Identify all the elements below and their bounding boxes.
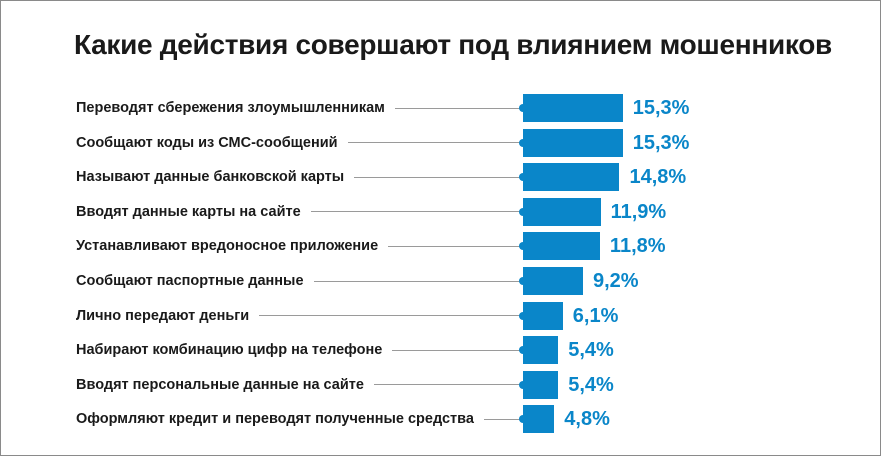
value-label: 5,4%: [568, 339, 614, 362]
bar: [523, 197, 601, 226]
leader-line: [259, 315, 523, 317]
category-label: Называют данные банковской карты: [76, 169, 345, 186]
leader-line: [388, 245, 523, 247]
bar: [523, 94, 623, 122]
category-label: Переводят сбережения злоумышленникам: [76, 100, 385, 116]
bar-row: Набирают комбинацию цифр на телефоне 5,4%: [1, 333, 881, 367]
category-label: Сообщают коды из СМС-сообщений: [76, 134, 338, 151]
value-label: 4,8%: [564, 408, 610, 431]
leader-line: [311, 211, 523, 213]
category-label: Вводят данные карты на сайте: [76, 203, 301, 220]
value-label: 15,3%: [632, 97, 690, 119]
leader-line: [374, 384, 523, 386]
bar-row: Переводят сбережения злоумышленникам 15,3…: [1, 91, 881, 125]
value-label: 14,8%: [629, 166, 687, 189]
bar-row: Устанавливают вредоносное приложение 11,8…: [1, 229, 881, 263]
leader-line: [484, 418, 523, 420]
chart-title: Какие действия совершают под влиянием мо…: [74, 29, 832, 60]
bar: [523, 336, 559, 365]
value-label: 6,1%: [572, 304, 619, 327]
category-label: Оформляют кредит и переводят полученные …: [76, 411, 474, 428]
value-label: 15,3%: [632, 131, 690, 154]
bar-row: Называют данные банковской карты 14,8%: [1, 160, 881, 194]
bar-row: Сообщают паспортные данные 9,2%: [1, 264, 881, 298]
bar-row: Вводят данные карты на сайте 11,9%: [1, 195, 881, 229]
category-label: Вводят персональные данные на сайте: [76, 376, 364, 393]
bar-row: Сообщают коды из СМС-сообщений 15,3%: [1, 126, 881, 160]
leader-line: [348, 142, 523, 144]
category-label: Набирают комбинацию цифр на телефоне: [76, 342, 383, 359]
leader-line: [354, 176, 523, 178]
leader-line: [395, 107, 523, 109]
category-label: Устанавливают вредоносное приложение: [76, 238, 379, 255]
bar: [523, 301, 563, 330]
bar-row: Лично передают деньги 6,1%: [1, 299, 881, 333]
bar: [523, 370, 559, 399]
value-label: 5,4%: [568, 373, 614, 396]
category-label: Сообщают паспортные данные: [76, 273, 304, 289]
bar: [523, 267, 583, 295]
bar: [523, 405, 555, 434]
value-label: 11,8%: [609, 235, 666, 258]
bar: [523, 163, 620, 192]
leader-line: [314, 280, 523, 282]
value-label: 9,2%: [592, 270, 639, 292]
bar-row: Оформляют кредит и переводят полученные …: [1, 402, 881, 436]
bar-row: Вводят персональные данные на сайте 5,4%: [1, 368, 881, 402]
value-label: 11,9%: [610, 200, 667, 223]
leader-line: [392, 349, 523, 351]
bar: [523, 128, 623, 157]
category-label: Лично передают деньги: [76, 307, 250, 324]
bar: [523, 232, 600, 261]
